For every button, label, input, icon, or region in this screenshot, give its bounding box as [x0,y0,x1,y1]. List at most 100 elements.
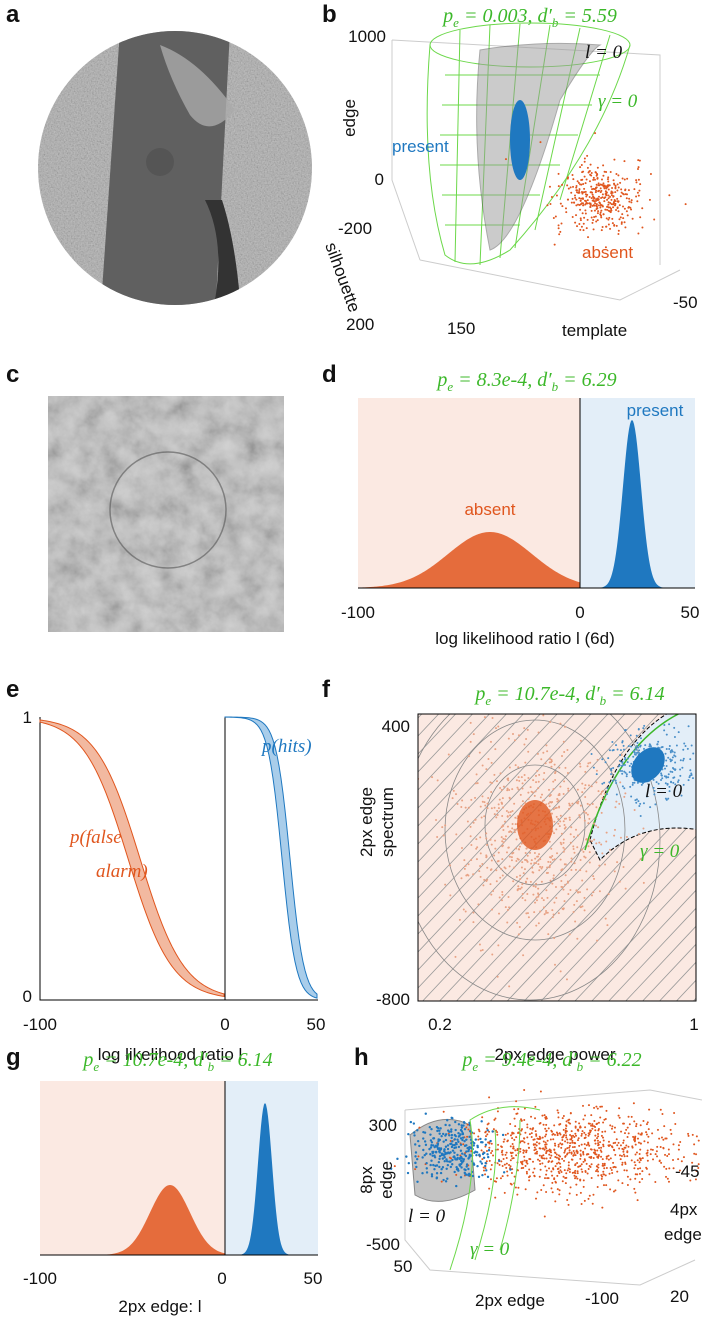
tick-label: -100 [23,1015,57,1034]
dot [688,776,691,779]
dot [389,1118,392,1121]
dot [506,1132,509,1135]
dot [563,823,566,826]
dot [584,190,587,193]
dot [552,1168,555,1171]
tick-label: 20 [670,1287,689,1306]
dot [516,857,519,860]
dot [502,785,505,788]
dot [594,1129,597,1132]
dot [641,207,644,210]
dot [602,1173,605,1176]
dot [610,209,613,212]
title-part: = 9.4e-4, d′ [478,1049,577,1071]
dot [567,1203,570,1206]
axes [39,717,318,1001]
title-part: = 10.7e-4, d′ [99,1049,208,1071]
dot [511,827,514,830]
dot [687,725,690,728]
dot [553,820,556,823]
dot [495,780,498,783]
dot [459,1155,463,1159]
dot [496,1148,499,1151]
dot [616,189,619,192]
dot [559,1162,562,1165]
dot [502,806,505,809]
dot [597,1163,600,1166]
dot [610,203,613,206]
photo [38,31,312,305]
dot [695,1169,698,1172]
dot [517,933,520,936]
dot [562,820,565,823]
dot [594,1126,597,1129]
dot [592,891,595,894]
dot [689,769,692,772]
dot [627,745,630,748]
dot [521,1160,524,1163]
dot [523,727,526,730]
dot [599,211,602,214]
dot [551,1191,554,1194]
dot [639,802,642,805]
dot [539,858,542,861]
dot [628,197,631,200]
dot [588,851,591,854]
dot [558,792,561,795]
dot [550,1170,553,1173]
dot [460,1124,463,1127]
dot [608,195,611,198]
contour [506,799,696,1001]
dot [520,1167,523,1170]
dot [557,818,560,821]
dot [418,1144,421,1148]
dot [566,198,569,201]
dot [474,796,477,799]
dot [591,193,594,196]
dot [603,1118,606,1121]
dot [605,225,608,228]
dot [532,1127,535,1130]
dot [637,166,640,169]
dot [607,1140,610,1143]
dot [534,901,537,904]
dot [565,1124,568,1127]
dot [587,249,590,252]
dot [587,1134,590,1137]
dot [646,1141,649,1144]
dot [596,207,599,210]
dot [576,846,579,849]
dot [674,783,677,786]
false-alarm-curve [39,719,225,998]
dot [624,226,627,229]
dot [416,1180,419,1184]
dot [543,772,546,775]
dot [569,1133,572,1136]
dot [581,782,584,785]
dot [661,1112,664,1115]
dot [517,1186,520,1189]
dot [619,769,622,772]
dot [564,1127,567,1130]
dot [655,781,658,784]
dot [494,847,497,850]
dot [563,1151,566,1154]
dot [489,883,492,886]
dot [527,916,530,919]
dot [612,1190,615,1193]
dot [479,805,482,808]
dot [607,201,610,204]
dot [522,872,525,875]
dot [673,1111,676,1114]
dot [449,1140,452,1143]
dot [586,166,589,169]
dot [412,1122,416,1125]
dot [677,731,680,734]
dot [567,1161,570,1164]
hits-curve [224,716,318,999]
dot [609,201,612,204]
dot [534,885,537,888]
dot [630,199,633,202]
dot [566,1169,569,1172]
dot [470,798,473,801]
